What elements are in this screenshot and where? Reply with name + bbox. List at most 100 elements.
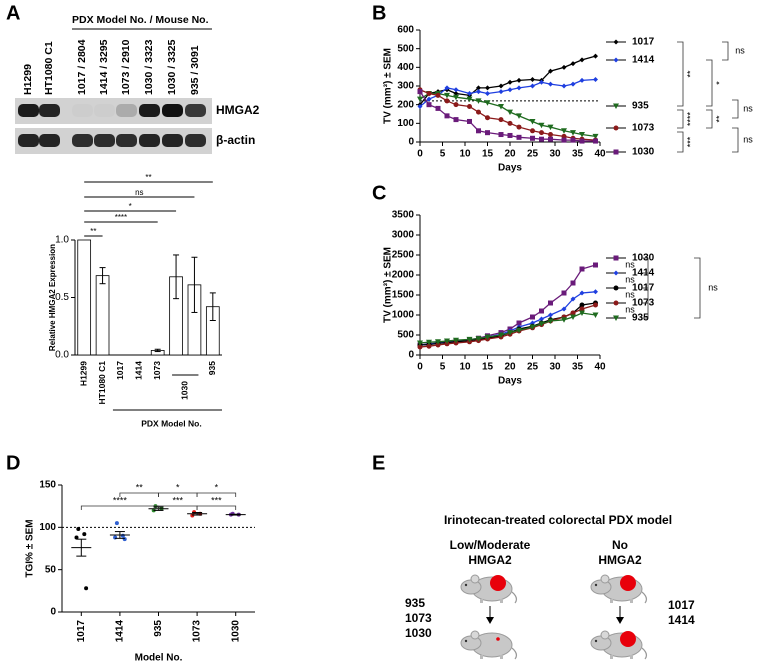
sig-label: ** — [145, 173, 151, 182]
x-tick-label: 1414 — [115, 620, 126, 643]
x-tick-label: 10 — [459, 362, 471, 373]
point — [122, 537, 127, 542]
y-tick-label: 100 — [397, 118, 414, 129]
legend-marker — [613, 285, 619, 291]
legend-label: 1017 — [632, 37, 655, 48]
marker — [530, 314, 535, 320]
series-line — [419, 55, 596, 106]
y-axis-label: TV (mm³) ± SEM — [383, 48, 394, 124]
legend-marker — [613, 300, 619, 306]
marker — [539, 130, 544, 136]
marker — [592, 133, 599, 140]
x-tick-label: 15 — [482, 149, 494, 160]
sig-label: *** — [173, 495, 184, 505]
y-axis-label: TGI% ± SEM — [25, 519, 36, 577]
model-label: 1017 — [668, 598, 695, 612]
marker — [467, 104, 472, 110]
marker — [498, 332, 504, 338]
marker — [539, 136, 544, 142]
y-axis-label: TV (mm³) ± SEM — [383, 247, 394, 323]
marker — [498, 83, 504, 89]
lane-label: 1073 / 2910 — [120, 39, 132, 95]
point — [84, 586, 89, 591]
marker — [435, 92, 441, 98]
lane-label: 1414 / 3295 — [98, 39, 110, 95]
bar — [95, 275, 110, 356]
x-tick-label: HT1080 C1 — [97, 361, 107, 405]
marker — [516, 327, 522, 334]
sig-bracket — [722, 41, 729, 61]
sig-bracket — [677, 41, 684, 107]
sig-bracket — [732, 99, 739, 119]
marker — [530, 83, 535, 89]
marker — [579, 138, 585, 144]
marker — [529, 324, 536, 330]
marker — [579, 310, 585, 316]
marker — [548, 81, 553, 87]
panel-letter: C — [372, 182, 386, 204]
sig-bracket — [642, 302, 649, 319]
sig-label: ** — [714, 115, 724, 123]
tumor — [496, 637, 500, 641]
sig-bracket — [196, 505, 237, 510]
legend-marker — [613, 39, 619, 45]
sig-label: * — [176, 482, 180, 492]
marker — [476, 128, 481, 134]
marker — [561, 137, 567, 143]
point — [120, 533, 125, 538]
sig-bracket — [677, 109, 684, 129]
marker — [539, 79, 544, 85]
legend-label: 935 — [632, 313, 649, 324]
blot-band — [18, 104, 39, 117]
sig-label: ns — [708, 282, 718, 292]
marker — [548, 312, 553, 318]
y-tick-label: 50 — [45, 564, 57, 575]
panel-letter: B — [372, 2, 386, 24]
marker — [417, 104, 423, 110]
y-tick-label: 300 — [397, 81, 414, 92]
y-tick-label: 100 — [39, 522, 56, 533]
marker — [561, 317, 567, 323]
marker — [593, 302, 598, 308]
legend-label: 1073 — [632, 123, 655, 134]
x-tick-label: 0 — [417, 149, 423, 160]
point — [113, 535, 118, 540]
y-tick-label: 3500 — [392, 210, 415, 221]
marker — [579, 77, 585, 83]
marker — [453, 94, 459, 101]
legend-marker — [613, 125, 619, 131]
lane-label: 1017 / 2804 — [76, 39, 88, 95]
marker — [426, 343, 432, 349]
y-tick-label: 1000 — [392, 310, 415, 321]
y-tick-label: 1500 — [392, 290, 415, 301]
marker — [561, 306, 567, 312]
sig-label: **** — [113, 495, 128, 505]
point — [76, 527, 81, 532]
x-tick-label: 1017 — [115, 361, 125, 380]
diagram-title: Irinotecan-treated colorectal PDX model — [444, 513, 672, 527]
marker — [570, 280, 576, 286]
y-tick-label: 400 — [397, 62, 414, 73]
marker — [593, 53, 598, 59]
marker — [570, 296, 576, 302]
panel-letter: E — [372, 452, 385, 474]
marker — [570, 61, 576, 67]
band-label: HMGA2 — [216, 103, 260, 117]
sig-label: ns — [743, 103, 753, 113]
marker — [476, 85, 481, 91]
x-tick-label: 10 — [459, 149, 471, 160]
marker — [475, 336, 482, 342]
marker — [593, 289, 598, 295]
marker — [485, 90, 490, 96]
x-tick-label: 30 — [549, 149, 561, 160]
y-tick-label: 2000 — [392, 270, 415, 281]
marker — [466, 96, 473, 103]
marker — [516, 124, 522, 130]
marker — [498, 132, 504, 138]
marker — [484, 334, 491, 340]
marker — [485, 115, 490, 121]
lane-label: H1299 — [22, 64, 34, 95]
sig-bracket — [158, 505, 198, 510]
marker — [561, 83, 567, 89]
tumor — [620, 575, 636, 591]
